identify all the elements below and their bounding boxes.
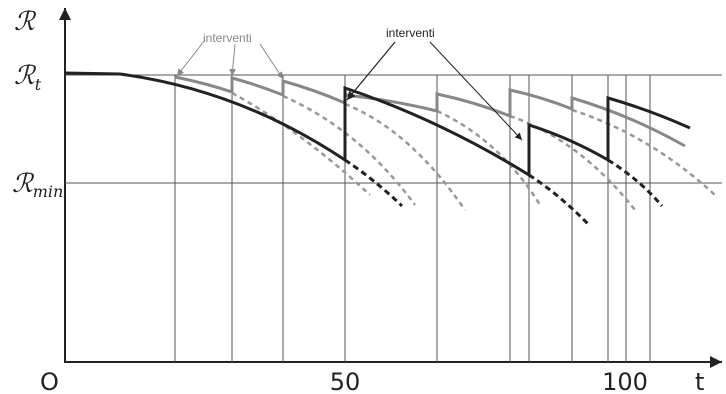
origin-label: O bbox=[40, 368, 59, 394]
x-tick-label: 100 bbox=[602, 368, 648, 394]
annotation: interventi bbox=[203, 31, 252, 45]
rt-symbol: ℛ bbox=[14, 61, 37, 91]
y-axis-label: ℛ bbox=[14, 7, 37, 37]
rmin-sub: min bbox=[33, 182, 64, 201]
rmin-label: ℛmin bbox=[12, 169, 63, 201]
black-curve bbox=[64, 71, 691, 178]
x-tick-label: 50 bbox=[330, 368, 361, 394]
x-axis-label: t bbox=[695, 368, 704, 394]
gray-curve bbox=[174, 75, 686, 148]
rt-label: ℛt bbox=[14, 61, 42, 94]
dashed-curves bbox=[231, 91, 716, 228]
rmin-symbol: ℛ bbox=[12, 169, 35, 199]
intervention-lines bbox=[174, 75, 651, 362]
annotation: interventi bbox=[386, 26, 435, 40]
annotation-arrows bbox=[176, 39, 523, 141]
rt-sub: t bbox=[35, 75, 42, 94]
